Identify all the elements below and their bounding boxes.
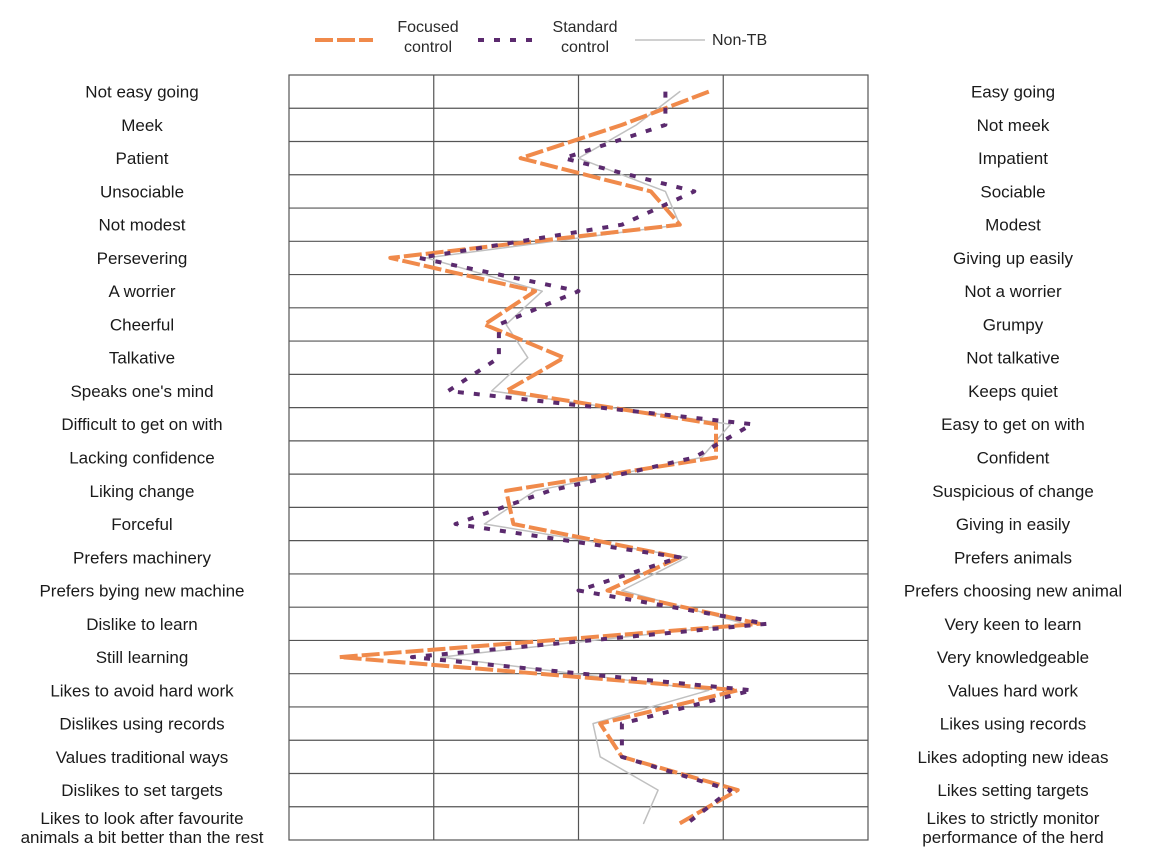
right-trait-label: Very keen to learn	[944, 615, 1081, 634]
legend-item-focused: Focused control	[315, 19, 459, 56]
right-trait-label: Prefers choosing new animal	[904, 582, 1122, 601]
left-trait-label: Forceful	[111, 515, 172, 534]
series-focused	[337, 89, 762, 826]
left-trait-label: Not modest	[99, 216, 186, 235]
left-trait-label: Likes to look after favourite	[40, 809, 243, 828]
legend: Focused control Standard control Non-TB	[315, 19, 767, 56]
right-trait-label: Easy to get on with	[941, 415, 1085, 434]
right-trait-label: Prefers animals	[954, 548, 1072, 567]
right-trait-label: Easy going	[971, 83, 1055, 102]
right-trait-label: Very knowledgeable	[937, 648, 1089, 667]
left-trait-label: Speaks one's mind	[70, 382, 213, 401]
left-trait-label: A worrier	[108, 282, 175, 301]
right-trait-label: Giving in easily	[956, 515, 1071, 534]
right-trait-label: Modest	[985, 216, 1041, 235]
right-trait-label: Confident	[977, 449, 1050, 468]
series-standard	[410, 91, 769, 825]
right-trait-labels: Easy going Not meek Impatient Sociable Modes…	[904, 83, 1122, 847]
series-nontb	[425, 90, 746, 825]
right-trait-label: Suspicious of change	[932, 482, 1094, 501]
right-trait-label: Likes setting targets	[937, 781, 1088, 800]
right-trait-label: Not a worrier	[964, 282, 1062, 301]
series-line-nontb	[425, 90, 746, 825]
legend-label: control	[561, 39, 609, 56]
right-trait-label: Giving up easily	[953, 249, 1074, 268]
right-trait-label: Grumpy	[983, 315, 1044, 334]
right-trait-label: Sociable	[980, 182, 1045, 201]
right-trait-label: Not meek	[977, 116, 1050, 135]
left-trait-label: Still learning	[96, 648, 189, 667]
left-trait-label: Persevering	[97, 249, 188, 268]
series-lines	[337, 89, 769, 826]
left-trait-label: Meek	[121, 116, 163, 135]
left-trait-label: Dislikes to set targets	[61, 781, 223, 800]
right-trait-label: Likes adopting new ideas	[918, 748, 1109, 767]
left-trait-label: Unsociable	[100, 182, 184, 201]
right-trait-label: Likes to strictly monitor	[927, 809, 1100, 828]
legend-item-nontb: Non-TB	[635, 32, 767, 49]
left-trait-label: Not easy going	[85, 83, 198, 102]
right-trait-label: Keeps quiet	[968, 382, 1058, 401]
plot-grid	[288, 74, 869, 841]
left-trait-label: Prefers bying new machine	[39, 582, 244, 601]
left-trait-label: Lacking confidence	[69, 449, 215, 468]
right-trait-label: performance of the herd	[922, 828, 1103, 847]
right-trait-label: Impatient	[978, 149, 1048, 168]
right-trait-label: Not talkative	[966, 349, 1060, 368]
left-trait-label: animals a bit better than the rest	[21, 828, 264, 847]
left-trait-label: Likes to avoid hard work	[50, 681, 234, 700]
left-trait-label: Talkative	[109, 349, 175, 368]
right-trait-label: Likes using records	[940, 715, 1086, 734]
left-trait-labels: Not easy going Meek Patient Unsociable Not m…	[21, 83, 264, 847]
left-trait-label: Prefers machinery	[73, 548, 211, 567]
series-line-focused	[337, 89, 762, 826]
left-trait-label: Patient	[116, 149, 169, 168]
legend-label: Non-TB	[712, 32, 767, 49]
legend-label: control	[404, 39, 452, 56]
left-trait-label: Values traditional ways	[56, 748, 229, 767]
legend-item-standard: Standard control	[478, 19, 617, 56]
right-trait-label: Values hard work	[948, 681, 1079, 700]
legend-label: Focused	[397, 19, 458, 36]
left-trait-label: Dislike to learn	[86, 615, 198, 634]
legend-label: Standard	[553, 19, 618, 36]
left-trait-label: Liking change	[90, 482, 195, 501]
left-trait-label: Cheerful	[110, 315, 174, 334]
left-trait-label: Difficult to get on with	[61, 415, 222, 434]
left-trait-label: Dislikes using records	[59, 715, 224, 734]
